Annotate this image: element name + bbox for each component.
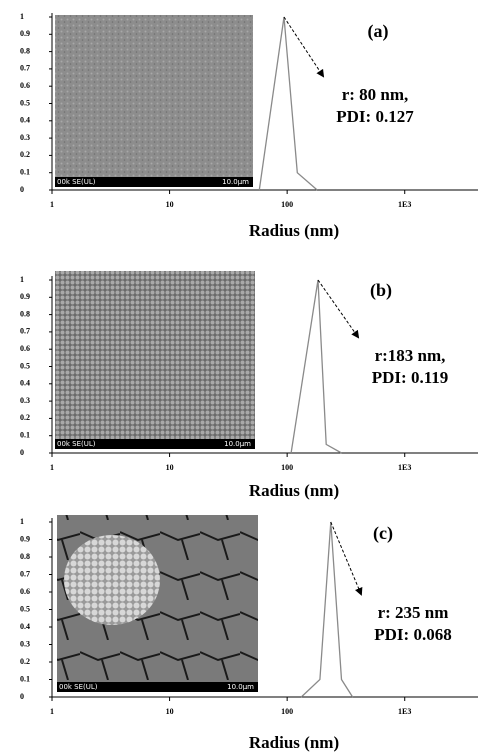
y-tick-label: 0.3 — [20, 133, 30, 142]
sem-label: 00k SE(UL) — [57, 178, 96, 186]
y-tick-label: 0.7 — [20, 569, 30, 578]
sem-scale: 10.0μm — [222, 178, 249, 186]
x-tick-label: 1 — [50, 200, 54, 209]
x-axis-label: Radius (nm) — [249, 733, 339, 752]
y-tick-label: 0.8 — [20, 46, 30, 55]
y-tick-label: 1 — [20, 517, 24, 526]
x-tick-label: 10 — [166, 707, 174, 716]
x-tick-label: 1 — [50, 463, 54, 472]
y-tick-label: 0 — [20, 185, 24, 194]
y-tick-label: 0.4 — [20, 379, 30, 388]
x-tick-label: 100 — [281, 200, 293, 209]
annotation-pdi: PDI: 0.068 — [374, 625, 451, 644]
y-tick-label: 0.5 — [20, 604, 30, 613]
y-tick-label: 0.7 — [20, 64, 30, 73]
y-tick-label: 0.7 — [20, 327, 30, 336]
annotation-radius: r: 235 nm — [378, 603, 449, 622]
y-tick-label: 1 — [20, 275, 24, 284]
annotation-pdi: PDI: 0.127 — [336, 107, 414, 126]
y-tick-label: 0.1 — [20, 674, 30, 683]
y-tick-label: 0.9 — [20, 534, 30, 543]
annotation-radius: r:183 nm, — [375, 346, 446, 365]
y-tick-label: 1 — [20, 12, 24, 21]
scale-bar-strip — [55, 177, 253, 187]
y-tick-label: 0.5 — [20, 361, 30, 370]
panel-label: (a) — [368, 21, 389, 42]
y-tick-label: 0.4 — [20, 116, 30, 125]
annotation-pdi: PDI: 0.119 — [372, 368, 449, 387]
y-tick-label: 0 — [20, 448, 24, 457]
scale-bar-strip — [57, 682, 258, 692]
y-tick-label: 0.4 — [20, 622, 30, 631]
x-axis-label: Radius (nm) — [249, 221, 339, 240]
annotation-arrow — [317, 279, 360, 339]
annotation-arrow — [330, 521, 363, 596]
x-tick-label: 1E3 — [398, 707, 411, 716]
sem-label: 00k SE(UL) — [59, 683, 98, 691]
y-tick-label: 0.2 — [20, 657, 30, 666]
scale-bar-strip — [55, 439, 255, 449]
x-tick-label: 10 — [166, 200, 174, 209]
x-tick-label: 1E3 — [398, 463, 411, 472]
y-tick-label: 0.6 — [20, 81, 30, 90]
y-tick-label: 0.6 — [20, 587, 30, 596]
x-axis-label: Radius (nm) — [249, 481, 339, 500]
annotation-radius: r: 80 nm, — [342, 85, 409, 104]
panel-label: (c) — [373, 523, 393, 544]
y-tick-label: 0.5 — [20, 98, 30, 107]
x-tick-label: 100 — [281, 707, 293, 716]
sem-scale: 10.0μm — [224, 440, 251, 448]
x-tick-label: 1 — [50, 707, 54, 716]
y-tick-label: 0.2 — [20, 150, 30, 159]
distribution-line — [258, 16, 318, 191]
sem-label: 00k SE(UL) — [57, 440, 96, 448]
sem-image — [55, 15, 253, 187]
y-tick-label: 0.9 — [20, 292, 30, 301]
y-tick-label: 0.3 — [20, 396, 30, 405]
y-tick-label: 0.8 — [20, 309, 30, 318]
y-tick-label: 0.2 — [20, 413, 30, 422]
sem-scale: 10.0μm — [227, 683, 254, 691]
y-tick-label: 0.9 — [20, 29, 30, 38]
panel-label: (b) — [370, 280, 392, 301]
y-tick-label: 0.1 — [20, 431, 30, 440]
y-tick-label: 0.3 — [20, 639, 30, 648]
x-tick-label: 10 — [166, 463, 174, 472]
sem-particle-cluster — [64, 535, 160, 625]
distribution-line — [300, 521, 354, 698]
annotation-arrow — [283, 16, 325, 78]
x-tick-label: 100 — [281, 463, 293, 472]
y-tick-label: 0.6 — [20, 344, 30, 353]
x-tick-label: 1E3 — [398, 200, 411, 209]
y-tick-label: 0.8 — [20, 552, 30, 561]
distribution-line — [290, 279, 342, 454]
y-tick-label: 0.1 — [20, 168, 30, 177]
sem-image — [55, 271, 255, 449]
y-tick-label: 0 — [20, 692, 24, 701]
